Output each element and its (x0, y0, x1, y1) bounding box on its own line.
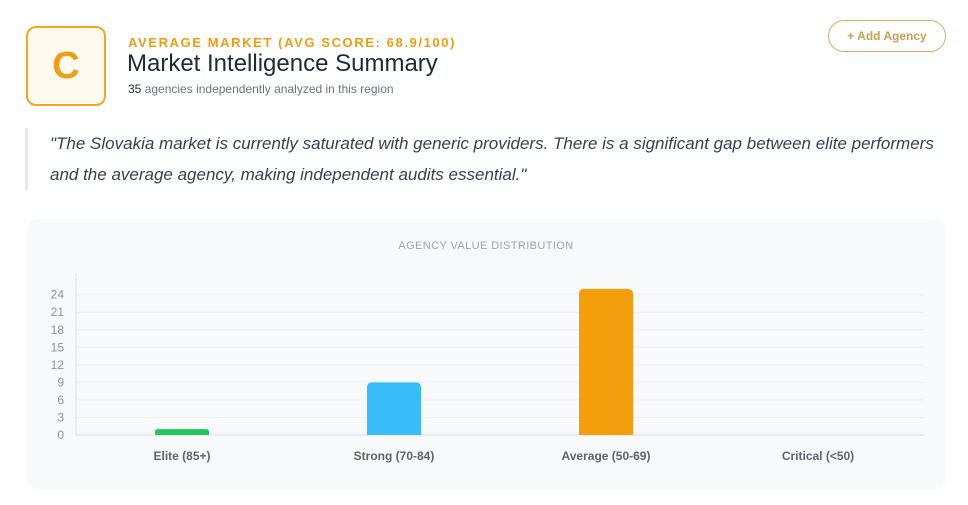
x-tick-label: Strong (70-84) (354, 449, 435, 463)
agency-count-summary: 35 agencies independently analyzed in th… (128, 82, 394, 96)
y-tick-label: 24 (51, 288, 65, 302)
bar-elite[interactable] (155, 429, 209, 435)
grade-badge: C (26, 26, 106, 106)
y-tick-label: 12 (51, 358, 65, 372)
distribution-chart-card: AGENCY VALUE DISTRIBUTION 0 3 6 9 12 15 18 21 24… (26, 219, 946, 489)
x-tick-label: Elite (85+) (153, 449, 210, 463)
y-tick-label: 0 (57, 428, 64, 442)
x-tick-label: Critical (<50) (782, 449, 854, 463)
bar-average[interactable] (579, 288, 633, 435)
y-tick-label: 21 (51, 305, 65, 319)
add-agency-button[interactable]: + Add Agency (828, 20, 946, 52)
y-tick-label: 6 (57, 393, 64, 407)
page-title: Market Intelligence Summary (127, 50, 438, 77)
x-tick-label: Average (50-69) (562, 449, 651, 463)
agency-count: 35 (128, 82, 142, 96)
grade-letter: C (52, 44, 80, 87)
chart-title: AGENCY VALUE DISTRIBUTION (398, 240, 574, 252)
y-tick-label: 9 (57, 375, 64, 389)
bar-strong[interactable] (367, 382, 421, 435)
agency-count-text: agencies independently analyzed in this … (141, 82, 394, 96)
distribution-chart: 0 3 6 9 12 15 18 21 24 Elite (85+) Strong (70-84) A… (51, 273, 924, 463)
market-status-label: AVERAGE MARKET (AVG SCORE: 68.9/100) (128, 35, 457, 50)
y-tick-label: 18 (51, 323, 65, 337)
y-tick-label: 15 (51, 340, 65, 354)
market-quote: "The Slovakia market is currently satura… (25, 128, 950, 190)
y-tick-label: 3 (57, 410, 64, 424)
